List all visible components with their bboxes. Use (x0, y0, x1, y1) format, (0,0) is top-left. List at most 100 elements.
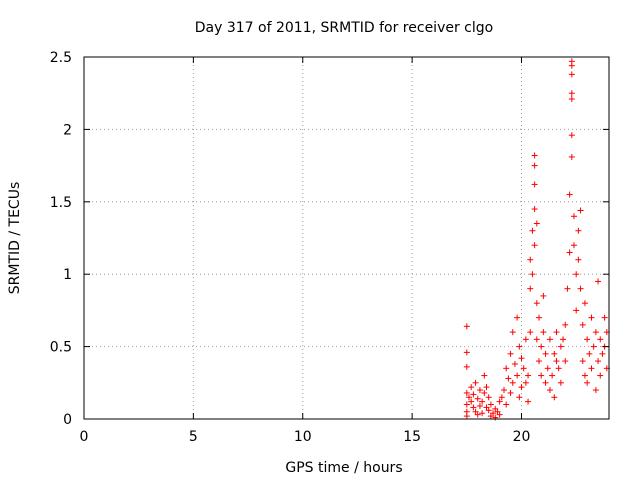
data-point (581, 300, 588, 307)
data-point (483, 384, 490, 391)
data-point (590, 343, 597, 350)
data-point (533, 300, 540, 307)
grid-lines (84, 57, 609, 419)
data-point (592, 387, 599, 394)
data-point (487, 401, 494, 408)
data-point (481, 389, 488, 396)
data-point (577, 207, 584, 214)
data-point (516, 343, 523, 350)
data-point (529, 227, 536, 234)
x-tick-label: 5 (189, 429, 198, 445)
data-point (466, 394, 472, 401)
y-tick-label: 1.5 (50, 195, 72, 211)
data-point (463, 389, 470, 396)
data-point (485, 407, 492, 414)
data-point (597, 372, 604, 379)
data-point (527, 329, 534, 336)
data-point (568, 62, 575, 69)
data-point (564, 285, 571, 292)
data-point (516, 394, 523, 401)
data-point (577, 285, 584, 292)
data-point (568, 153, 575, 160)
data-point (542, 379, 549, 386)
data-point (562, 321, 569, 328)
y-tick-label: 0.5 (50, 340, 72, 356)
data-point (463, 323, 470, 330)
data-point (566, 249, 573, 256)
data-point (496, 398, 503, 405)
data-point (527, 285, 534, 292)
data-point (492, 414, 499, 421)
data-point (581, 372, 588, 379)
data-point (514, 314, 521, 321)
axis-ticks (83, 56, 609, 420)
data-point (579, 358, 586, 365)
data-point (514, 372, 521, 379)
data-point (538, 372, 545, 379)
data-point (601, 314, 608, 321)
data-point (507, 389, 514, 396)
data-point (533, 220, 540, 227)
data-point (490, 410, 497, 417)
data-point (522, 379, 529, 386)
data-point (544, 365, 551, 372)
data-point (485, 394, 492, 401)
data-point (536, 314, 542, 321)
chart-title: Day 317 of 2011, SRMTID for receiver clg… (195, 20, 493, 36)
data-point (579, 321, 586, 328)
data-point (555, 365, 562, 372)
data-points (463, 58, 610, 421)
x-axis-label: GPS time / hours (285, 460, 402, 476)
data-point (533, 336, 540, 343)
data-point (557, 379, 564, 386)
data-point (531, 242, 538, 249)
data-point (518, 384, 525, 391)
data-point (503, 365, 510, 372)
data-point (573, 271, 580, 278)
y-tick-label: 1 (63, 267, 72, 283)
plot-frame (83, 56, 610, 420)
data-point (536, 358, 542, 365)
data-point (588, 314, 595, 321)
data-point (481, 372, 488, 379)
y-tick-labels: 0 0.5 1 1.5 2 2.5 (50, 50, 72, 428)
data-point (586, 350, 593, 357)
data-point (468, 384, 475, 391)
data-point (584, 379, 591, 386)
data-point (584, 336, 591, 343)
data-point (479, 410, 486, 417)
data-point (470, 404, 477, 411)
x-tick-label: 0 (80, 429, 89, 445)
data-point (568, 95, 575, 102)
data-point (551, 394, 558, 401)
data-point (553, 329, 560, 336)
data-point (496, 411, 503, 418)
data-point (522, 336, 529, 343)
data-point (463, 401, 470, 408)
data-point (551, 350, 558, 357)
data-point (571, 213, 577, 220)
data-point (568, 90, 575, 97)
data-point (501, 387, 507, 394)
data-point (511, 360, 518, 367)
data-point (520, 365, 527, 372)
data-point (546, 387, 553, 394)
data-point (525, 398, 532, 405)
data-point (568, 71, 575, 78)
data-point (546, 336, 553, 343)
data-point (498, 394, 505, 401)
data-point (468, 398, 475, 405)
data-point (575, 256, 582, 263)
data-point (472, 379, 479, 386)
data-point (474, 411, 481, 418)
data-point (568, 132, 575, 139)
x-tick-labels: 0 5 10 15 20 (80, 429, 531, 445)
data-point (597, 336, 604, 343)
data-point (476, 402, 483, 409)
data-point (479, 398, 486, 405)
data-point (540, 292, 547, 299)
data-point (542, 350, 549, 357)
y-tick-label: 0 (63, 412, 72, 428)
data-point (509, 329, 516, 336)
